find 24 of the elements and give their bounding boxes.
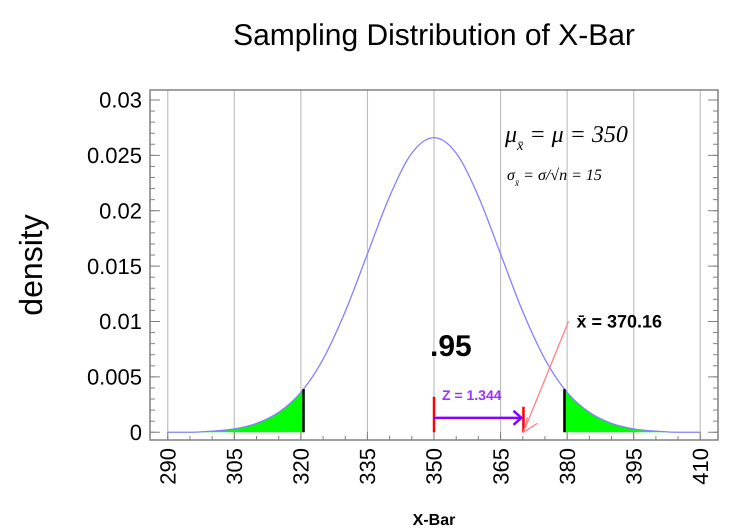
annotation: Z = 1.344: [442, 386, 502, 403]
y-tick-label: 0: [130, 420, 142, 445]
x-tick-label: 290: [155, 448, 180, 485]
y-tick-label: 0.01: [99, 309, 142, 334]
annotation: μ$_{x̄}$ = μ = 350: [504, 122, 628, 154]
y-tick-label: 0.025: [86, 143, 142, 168]
chart-title: Sampling Distribution of X-Bar: [233, 19, 635, 52]
x-tick-label: 320: [288, 448, 314, 485]
annotation: x̄ = 370.16: [576, 311, 662, 332]
y-tick-label: 0.005: [86, 364, 142, 390]
x-tick-label: 365: [488, 448, 514, 485]
x-tick-label: 380: [554, 448, 580, 485]
y-tick-label: 0.03: [99, 88, 142, 113]
x-tick-label: 395: [621, 448, 646, 485]
y-tick-label: 0.015: [86, 254, 142, 279]
x-tick-label: 305: [222, 448, 248, 485]
annotation: .95: [430, 330, 472, 363]
annotation: σ$_{x̄}$ = σ/√n = 15: [507, 167, 602, 188]
x-tick-label: 335: [355, 448, 380, 485]
y-axis-title: density: [13, 214, 49, 316]
x-axis-title: X-Bar: [412, 512, 456, 529]
x-tick-label: 350: [422, 448, 447, 485]
y-tick-label: 0.02: [99, 198, 142, 224]
x-tick-label: 410: [688, 448, 713, 485]
